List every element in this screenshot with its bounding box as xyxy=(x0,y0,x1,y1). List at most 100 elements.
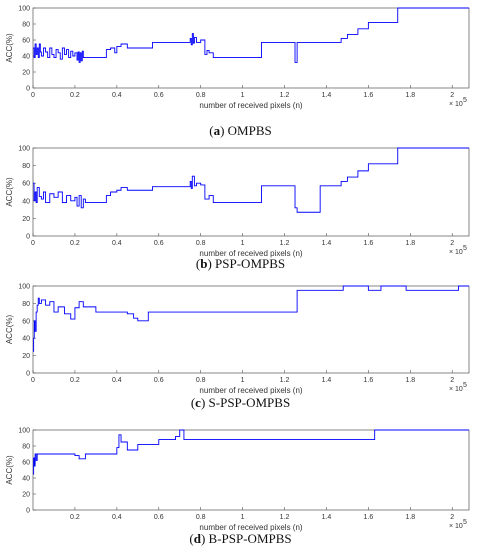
chart-a-xtick-label: 1.6 xyxy=(364,92,374,99)
chart-b-ylabel: ACC(%) xyxy=(5,177,14,207)
caption-b-letter: b xyxy=(200,256,208,271)
chart-d-ytick-label: 100 xyxy=(18,428,30,435)
chart-b: 0 20 40 60 80 100 0 0.2 0.4 0.6 0.8 1 1.2 1.4 1.6 1.8 2 ×… xyxy=(5,146,470,258)
chart-b-xtick-label: 0.2 xyxy=(70,240,80,247)
chart-c-ytick-label: 40 xyxy=(22,336,30,343)
chart-b-ytick-label: 100 xyxy=(18,146,30,153)
caption-a-letter: a xyxy=(213,123,221,138)
chart-b-axes-box xyxy=(32,147,470,237)
chart-c-xtick-label: 0.4 xyxy=(112,377,122,384)
chart-c-xtick-label: 0.8 xyxy=(196,377,206,384)
chart-b-xtick-label: 1.4 xyxy=(322,240,332,247)
chart-d-xtick-label: 1 xyxy=(241,514,245,521)
chart-c-series-line xyxy=(33,285,469,352)
chart-b-ytick-label: 0 xyxy=(26,234,30,241)
chart-a-xtick-label: 0 xyxy=(31,92,35,99)
chart-c-xtick-label: 0.2 xyxy=(70,377,80,384)
caption-c: (c) S-PSP-OMPBS xyxy=(190,395,291,410)
chart-c-ytick-label: 0 xyxy=(26,371,30,378)
chart-a-exponent-label: × 10 xyxy=(449,101,463,108)
chart-a-xtick-label: 1 xyxy=(241,92,245,99)
caption-d-text: B-PSP-OMPBS xyxy=(208,531,292,546)
chart-b-xlabel: number of received pixels (n) xyxy=(199,249,302,258)
chart-d-ylabel: ACC(%) xyxy=(5,455,14,485)
chart-a-ytick-label: 20 xyxy=(22,70,30,77)
chart-d-xlabel: number of received pixels (n) xyxy=(199,523,302,532)
chart-b-xtick-label: 0.6 xyxy=(154,240,164,247)
chart-b-xtick-label: 1 xyxy=(241,240,245,247)
chart-c-xlabel: number of received pixels (n) xyxy=(199,386,302,395)
chart-c: 0 20 40 60 80 100 0 0.2 0.4 0.6 0.8 1 1.2 1.4 1.6 1.8 2 ×… xyxy=(5,284,470,395)
chart-c-exponent-label: × 10 xyxy=(449,386,463,393)
chart-a-exponent-power: 5 xyxy=(463,97,467,104)
chart-a-ytick-label: 80 xyxy=(22,22,30,29)
caption-a: (a) OMPBS xyxy=(209,123,272,138)
chart-b-ytick-label: 60 xyxy=(22,181,30,188)
caption-d: (d) B-PSP-OMPBS xyxy=(189,531,292,546)
chart-b-ytick-label: 20 xyxy=(22,216,30,223)
chart-d-xtick-label: 1.8 xyxy=(405,514,415,521)
chart-b-xtick-label: 2 xyxy=(450,240,454,247)
caption-a-text: OMPBS xyxy=(227,123,272,138)
chart-a-series-line xyxy=(33,7,469,63)
chart-b-xtick-label: 1.2 xyxy=(280,240,290,247)
chart-a-ytick-label: 0 xyxy=(26,86,30,93)
chart-b-xtick-label: 1.8 xyxy=(405,240,415,247)
chart-b-xtick-label: 0.8 xyxy=(196,240,206,247)
chart-a-xtick-label: 1.8 xyxy=(405,92,415,99)
caption-d-letter: d xyxy=(193,531,201,546)
chart-a-xtick-label: 0.8 xyxy=(196,92,206,99)
chart-c-ytick-label: 80 xyxy=(22,301,30,308)
chart-d-exponent-power: 5 xyxy=(463,519,467,526)
chart-b-series-line xyxy=(33,147,469,213)
chart-d-ytick-label: 60 xyxy=(22,460,30,467)
chart-a-xtick-label: 0.6 xyxy=(154,92,164,99)
chart-d-xtick-label: 1.6 xyxy=(364,514,374,521)
chart-c-exponent-power: 5 xyxy=(463,382,467,389)
chart-b-ytick-label: 80 xyxy=(22,163,30,170)
chart-a-ytick-label: 100 xyxy=(18,6,30,13)
chart-a-ytick-label: 40 xyxy=(22,54,30,61)
chart-d-axes-box xyxy=(32,429,470,511)
chart-c-xtick-label: 0.6 xyxy=(154,377,164,384)
chart-d-ytick-label: 20 xyxy=(22,492,30,499)
chart-d-xtick-label: 0.4 xyxy=(112,514,122,521)
chart-d-series-line xyxy=(33,429,469,475)
chart-a-xtick-label: 2 xyxy=(450,92,454,99)
chart-b-xtick-label: 1.6 xyxy=(364,240,374,247)
caption-b-text: PSP-OMPBS xyxy=(215,256,286,271)
chart-d-exponent-label: × 10 xyxy=(449,523,463,530)
chart-d-xtick-label: 0.2 xyxy=(70,514,80,521)
chart-a-ytick-label: 60 xyxy=(22,38,30,45)
chart-d-xtick-label: 2 xyxy=(450,514,454,521)
chart-d-xtick-label: 0.6 xyxy=(154,514,164,521)
chart-a-xtick-label: 0.4 xyxy=(112,92,122,99)
chart-b-exponent-label: × 10 xyxy=(449,249,463,256)
chart-c-xtick-label: 1.8 xyxy=(405,377,415,384)
chart-c-xtick-label: 1.2 xyxy=(280,377,290,384)
chart-c-xtick-label: 1 xyxy=(241,377,245,384)
chart-c-xtick-label: 1.4 xyxy=(322,377,332,384)
chart-b-exponent-power: 5 xyxy=(463,245,467,252)
chart-b-xtick-label: 0 xyxy=(31,240,35,247)
chart-b-xtick-label: 0.4 xyxy=(112,240,122,247)
chart-d-ytick-label: 0 xyxy=(26,508,30,515)
chart-d-xtick-label: 1.2 xyxy=(280,514,290,521)
chart-c-axes-box xyxy=(32,285,470,374)
chart-a-xtick-label: 0.2 xyxy=(70,92,80,99)
caption-c-letter: c xyxy=(195,395,201,410)
chart-d-ytick-label: 40 xyxy=(22,476,30,483)
chart-a-xlabel: number of received pixels (n) xyxy=(199,101,302,110)
chart-c-xtick-label: 1.6 xyxy=(364,377,374,384)
chart-a: 0 20 40 60 80 100 0 0.2 0.4 0.6 0.8 1 1.2 1.4 1.6 1.8 2 ×… xyxy=(5,6,470,110)
chart-c-xtick-label: 0 xyxy=(31,377,35,384)
caption-c-text: S-PSP-OMPBS xyxy=(208,395,291,410)
chart-a-ylabel: ACC(%) xyxy=(5,33,14,63)
caption-b: (b) PSP-OMPBS xyxy=(195,256,286,271)
chart-a-axes-box xyxy=(32,7,470,89)
chart-a-xtick-label: 1.2 xyxy=(280,92,290,99)
chart-c-ytick-label: 20 xyxy=(22,353,30,360)
chart-d: 0 20 40 60 80 100 0.2 0.4 0.6 0.8 1 1.2 1.4 1.6 1.8 2 × … xyxy=(5,428,470,532)
chart-c-ylabel: ACC(%) xyxy=(5,315,14,345)
